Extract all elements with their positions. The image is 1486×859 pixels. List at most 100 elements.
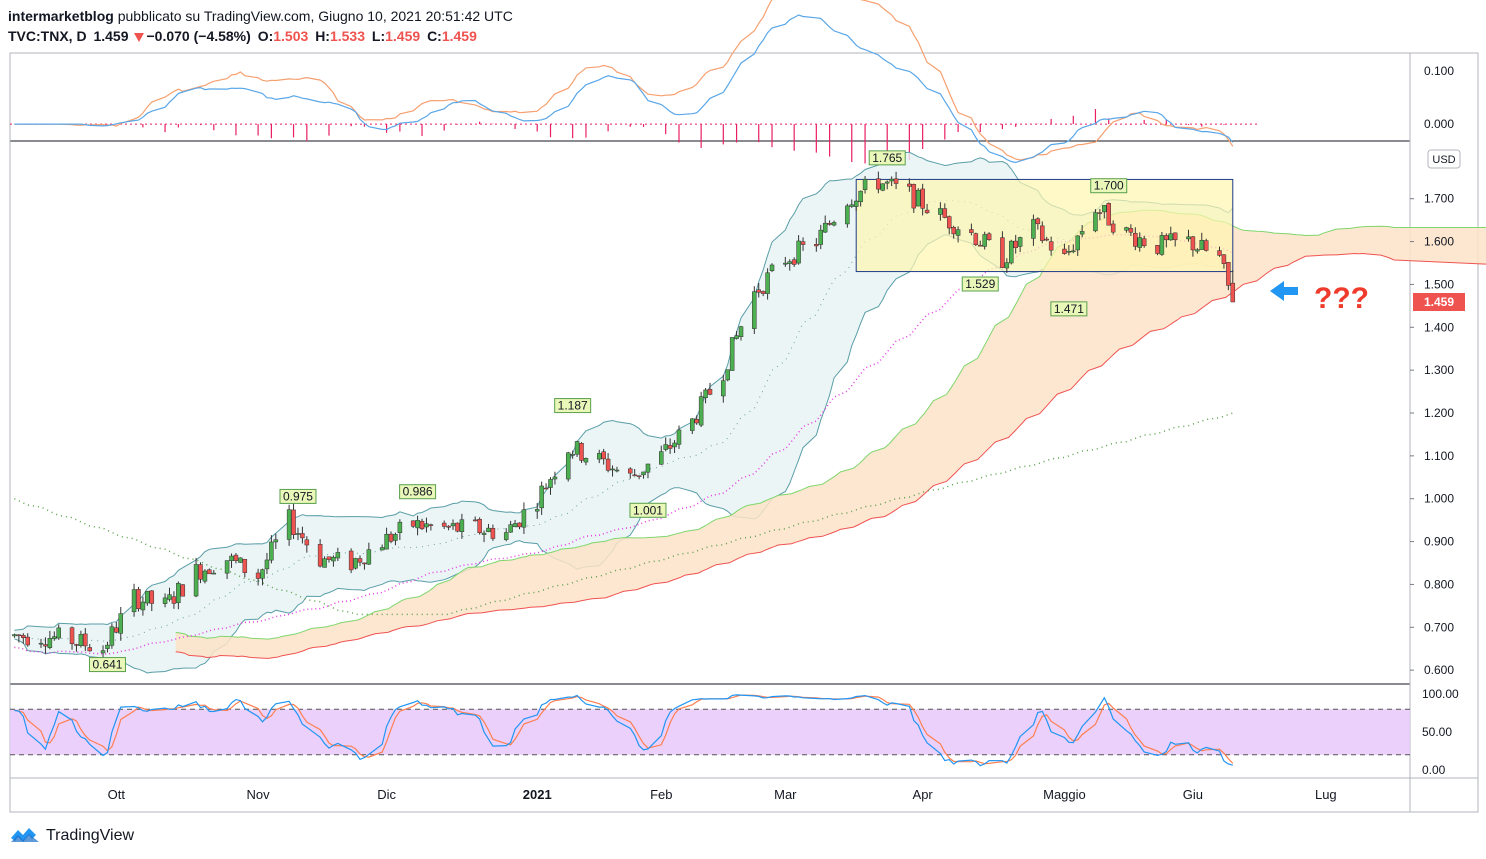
candle-body <box>1044 238 1049 241</box>
candle-body <box>1230 282 1236 303</box>
candle-body <box>326 556 332 560</box>
candle-body <box>636 475 642 477</box>
time-tick-label: Mar <box>774 787 797 802</box>
candle-body <box>1000 237 1005 268</box>
price-label: 1.187 <box>554 398 592 414</box>
candle-body <box>1075 235 1080 251</box>
price-label: 1.700 <box>1090 178 1128 194</box>
candle-body <box>78 634 84 646</box>
price-label: 1.471 <box>1050 301 1088 317</box>
candle-body <box>628 468 633 474</box>
candle-body <box>512 523 518 528</box>
candle-body <box>357 558 363 563</box>
stochastic-k-line <box>14 694 1233 767</box>
candle-body <box>548 479 553 488</box>
candle-body <box>140 601 146 611</box>
down-triangle-icon <box>133 32 144 42</box>
price-label-box <box>554 398 592 414</box>
candle-body <box>614 469 620 472</box>
macd-tick-label: 0.100 <box>1424 64 1454 78</box>
candle-body <box>21 635 26 639</box>
candle-body <box>295 533 301 535</box>
candle-body <box>955 229 961 236</box>
time-tick-label: Maggio <box>1043 787 1086 802</box>
candle-body <box>818 229 824 245</box>
candle-body <box>331 556 336 562</box>
candle-body <box>410 520 416 527</box>
stochastic-tick-label: 0.00 <box>1422 763 1446 777</box>
candle-body <box>193 564 199 597</box>
candle-body <box>1062 248 1067 254</box>
candle-body <box>384 533 389 550</box>
price-label: 1.765 <box>868 150 906 166</box>
candle-body <box>690 418 695 431</box>
price-label-text: 1.471 <box>1054 302 1084 316</box>
candle-body <box>109 626 115 646</box>
price-change: −0.070 (−4.58%) <box>146 28 251 44</box>
candle-body <box>1186 236 1191 240</box>
candle-body <box>1221 254 1227 264</box>
candle-body <box>752 291 757 329</box>
candle-body <box>52 636 57 639</box>
macd-tick-label: 0.000 <box>1424 117 1454 131</box>
candle-body <box>1066 251 1072 253</box>
candle-body <box>1106 203 1111 226</box>
candle-body <box>69 627 75 645</box>
price-label-box <box>1050 301 1088 317</box>
candle-body <box>884 181 890 184</box>
candle-body <box>25 636 30 646</box>
candle-body <box>419 520 425 530</box>
candle-body <box>446 525 451 528</box>
candle-body <box>756 289 761 293</box>
close-label: C: <box>427 28 442 44</box>
bollinger-basis <box>14 199 1234 642</box>
candle-body <box>176 582 181 604</box>
candle-body <box>1079 231 1085 235</box>
candle-body <box>734 335 739 339</box>
candle-body <box>632 474 637 477</box>
candle-body <box>938 208 943 215</box>
candle-body <box>424 523 429 528</box>
candle-body <box>845 205 850 225</box>
candle-body <box>862 178 868 190</box>
candle-body <box>83 633 88 647</box>
candle-body <box>1217 250 1222 256</box>
open-value: 1.503 <box>273 28 309 44</box>
candle-body <box>105 644 110 649</box>
candle-body <box>729 337 735 371</box>
candle-body <box>16 634 22 637</box>
candle-body <box>455 522 460 532</box>
candle-body <box>969 229 974 233</box>
tradingview-brand[interactable]: TradingView <box>46 827 135 844</box>
candle-body <box>601 451 606 460</box>
candle-body <box>787 261 792 264</box>
candle-body <box>180 584 186 597</box>
candle-body <box>136 589 141 609</box>
price-tick-label: 1.500 <box>1424 277 1454 291</box>
candle-body <box>641 471 646 476</box>
candle-body <box>114 627 119 633</box>
candle-body <box>1159 235 1165 255</box>
candle-body <box>441 522 447 527</box>
tradingview-logo-icon <box>11 828 39 842</box>
candle-body <box>831 222 837 226</box>
candle-body <box>907 183 912 187</box>
arrow-left-icon <box>1270 281 1298 301</box>
candle-body <box>198 564 203 580</box>
stochastic-band <box>10 709 1410 755</box>
footer: TradingView <box>10 822 134 850</box>
candle-body <box>973 233 979 245</box>
candle-body <box>565 452 571 480</box>
candle-body <box>1164 235 1169 241</box>
candle-body <box>269 541 274 561</box>
stochastic-tick-label: 50.00 <box>1422 725 1452 739</box>
candle-body <box>814 244 819 247</box>
candle-body <box>765 272 770 294</box>
candle-body <box>760 291 766 294</box>
candle-body <box>893 178 899 184</box>
price-tick-label: 0.600 <box>1424 663 1454 677</box>
publish-line: intermarketblog pubblicato su TradingVie… <box>8 6 513 26</box>
author-name[interactable]: intermarketblog <box>8 8 114 24</box>
symbol-label[interactable]: TVC:TNX, D <box>8 28 87 44</box>
